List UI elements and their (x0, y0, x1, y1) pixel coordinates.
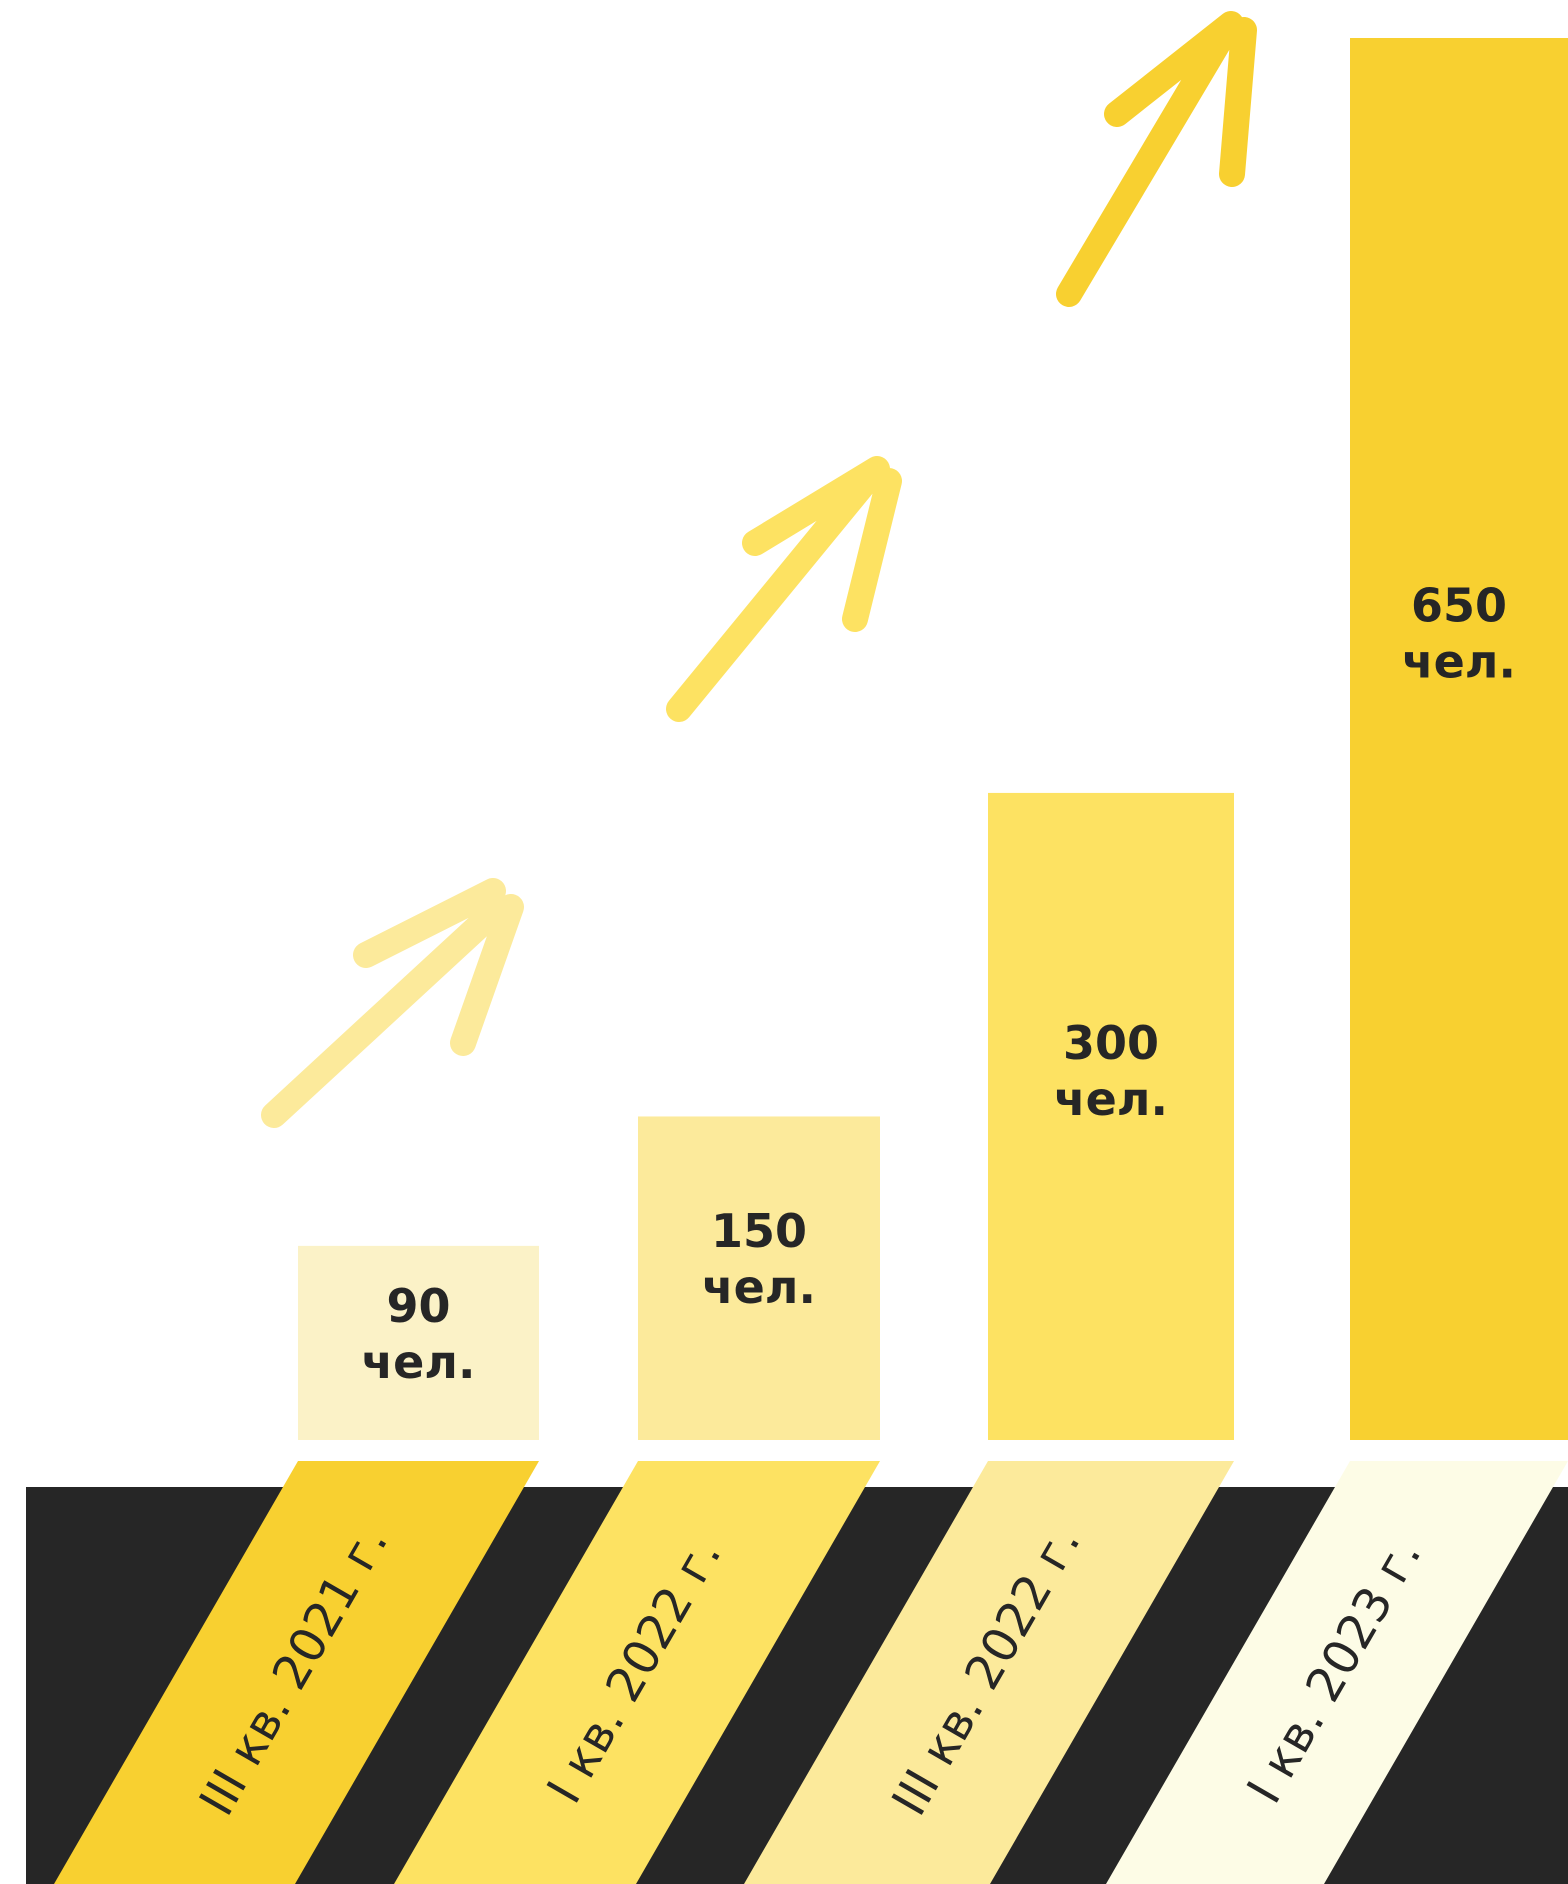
arrow (261, 878, 524, 1128)
value-label: 90 чел. (362, 1279, 476, 1389)
value-label: 650 чел. (1402, 578, 1516, 688)
bar (1350, 38, 1568, 1440)
bar (988, 792, 1234, 1440)
arrow (666, 456, 902, 722)
arrow (1056, 11, 1257, 307)
value-label: 300 чел. (1054, 1016, 1168, 1126)
category-strip (394, 1461, 880, 1884)
arrows (261, 11, 1257, 1128)
bar (638, 1116, 880, 1440)
category-strip (1106, 1461, 1568, 1884)
category-strip (744, 1461, 1234, 1884)
bar (298, 1245, 539, 1440)
category-strip (54, 1461, 539, 1884)
value-label: 150 чел. (702, 1204, 816, 1314)
